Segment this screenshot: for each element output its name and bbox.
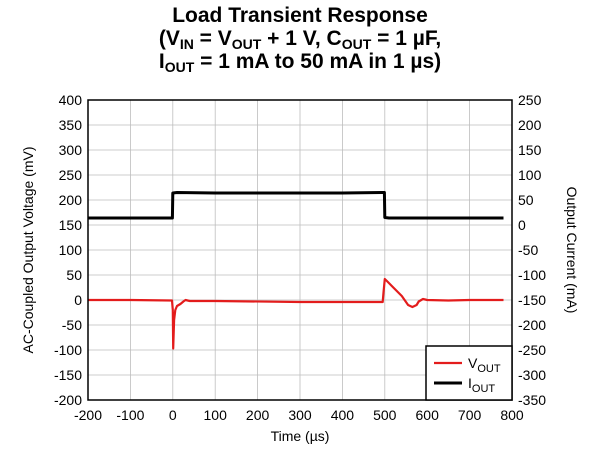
- right-axis-tick-label: 100: [518, 167, 542, 183]
- left-axis-tick-label: 400: [59, 92, 83, 108]
- legend-label-vout: VOUT: [468, 355, 501, 375]
- left-axis-tick-label: -100: [54, 342, 82, 358]
- left-axis-tick-label: 0: [74, 292, 82, 308]
- x-axis-tick-label: 500: [373, 407, 397, 423]
- left-axis-ticks: 400 350 300 250 200 150 100 50 0 -50 -100 -150 -200: [54, 92, 82, 408]
- right-axis-tick-label: -350: [518, 392, 546, 408]
- right-axis-tick-label: 0: [518, 217, 526, 233]
- right-axis-tick-label: -250: [518, 342, 546, 358]
- x-axis-tick-label: 100: [204, 407, 228, 423]
- right-axis-tick-label: -100: [518, 267, 546, 283]
- x-axis-title: Time (µs): [271, 428, 330, 444]
- chart-title: Load Transient Response (VIN = VOUT + 1 …: [0, 4, 600, 75]
- x-axis-ticks: -200 -100 0 100 200 300 400 500 600 700 800: [74, 407, 524, 423]
- left-axis-tick-label: 250: [59, 167, 83, 183]
- legend-label-iout: IOUT: [468, 375, 495, 395]
- left-axis-tick-label: 200: [59, 192, 83, 208]
- right-axis-tick-label: 200: [518, 117, 542, 133]
- x-axis-tick-label: 0: [169, 407, 177, 423]
- x-axis-tick-label: 400: [331, 407, 355, 423]
- legend-box: [425, 345, 513, 401]
- right-axis-tick-label: 50: [518, 192, 534, 208]
- plot-frame: [87, 99, 513, 401]
- right-axis-tick-label: -50: [518, 242, 538, 258]
- series-layer: [88, 191, 504, 350]
- title-line-3: IOUT = 1 mA to 50 mA in 1 µs): [158, 50, 442, 75]
- right-axis-tick-label: -200: [518, 317, 546, 333]
- left-axis-tick-label: 100: [59, 242, 83, 258]
- right-axis-tick-label: 150: [518, 142, 542, 158]
- x-axis-tick-label: 700: [458, 407, 482, 423]
- right-axis-tick-label: 250: [518, 92, 542, 108]
- x-axis-tick-label: 800: [500, 407, 524, 423]
- x-axis-tick-label: -100: [116, 407, 144, 423]
- right-axis-tick-label: -150: [518, 292, 546, 308]
- right-axis-title: Output Current (mA): [564, 187, 580, 314]
- right-axis-ticks: 250 200 150 100 50 0 -50 -100 -150 -200 -250 -300 -3…: [518, 92, 546, 408]
- left-axis-tick-label: 300: [59, 142, 83, 158]
- left-axis-tick-label: -150: [54, 367, 82, 383]
- series-line-iout: [88, 191, 504, 220]
- series-line-vout: [88, 277, 504, 350]
- left-axis-tick-label: 150: [59, 217, 83, 233]
- left-axis-tick-label: -200: [54, 392, 82, 408]
- left-axis-tick-label: -50: [62, 317, 82, 333]
- x-axis-tick-label: -200: [74, 407, 102, 423]
- x-axis-tick-label: 200: [246, 407, 270, 423]
- title-line-2: (VIN = VOUT + 1 V, COUT = 1 µF,: [158, 27, 442, 52]
- title-line-1: Load Transient Response: [172, 4, 428, 27]
- left-axis-tick-label: 50: [66, 267, 82, 283]
- right-axis-tick-label: -300: [518, 367, 546, 383]
- left-axis-title: AC-Coupled Output Voltage (mV): [20, 147, 36, 354]
- x-axis-tick-label: 600: [416, 407, 440, 423]
- left-axis-tick-label: 350: [59, 117, 83, 133]
- x-axis-tick-label: 300: [288, 407, 312, 423]
